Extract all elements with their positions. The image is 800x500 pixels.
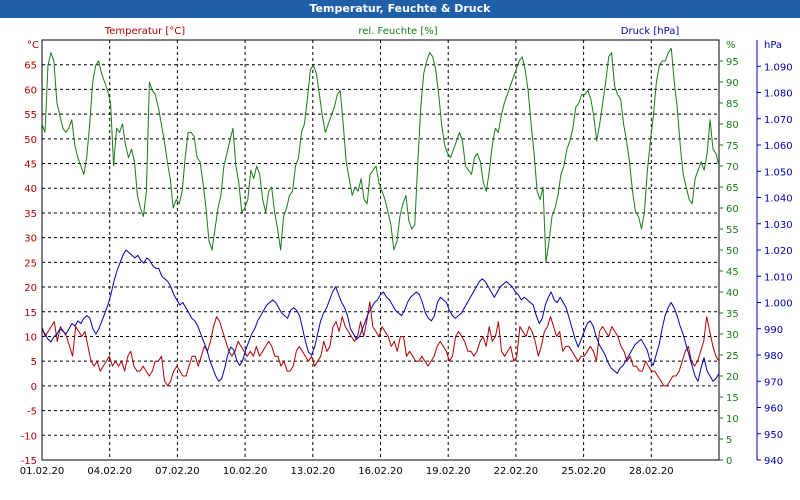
pressure-axis-title: Druck [hPa] bbox=[621, 26, 680, 37]
humidity-tick-label: 35 bbox=[726, 309, 739, 320]
pressure-tick-label: 960 bbox=[764, 404, 783, 415]
temperature-tick-label: 60 bbox=[24, 85, 37, 96]
pressure-tick-label: 1.070 bbox=[764, 115, 793, 126]
window-title: Temperatur, Feuchte & Druck bbox=[0, 0, 800, 18]
pressure-tick-label: 1.000 bbox=[764, 299, 793, 310]
temperature-tick-label: 50 bbox=[24, 135, 37, 146]
humidity-tick-label: 20 bbox=[726, 372, 739, 383]
x-tick-label: 10.02.20 bbox=[223, 466, 268, 477]
pressure-tick-label: 1.080 bbox=[764, 89, 793, 100]
x-tick-label: 01.02.20 bbox=[20, 466, 65, 477]
temperature-tick-label: 30 bbox=[24, 234, 37, 245]
pressure-tick-label: 1.050 bbox=[764, 167, 793, 178]
pressure-tick-label: 1.010 bbox=[764, 272, 793, 283]
pressure-tick-label: 970 bbox=[764, 377, 783, 388]
humidity-tick-label: 80 bbox=[726, 120, 739, 131]
temperature-tick-label: 5 bbox=[31, 357, 37, 368]
x-tick-label: 13.02.20 bbox=[291, 466, 336, 477]
humidity-tick-label: 95 bbox=[726, 57, 739, 68]
humidity-tick-label: 5 bbox=[726, 435, 732, 446]
temperature-tick-label: 25 bbox=[24, 258, 37, 269]
pressure-tick-label: 950 bbox=[764, 430, 783, 441]
temperature-tick-label: 35 bbox=[24, 209, 37, 220]
humidity-tick-label: 50 bbox=[726, 246, 739, 257]
humidity-tick-label: 45 bbox=[726, 267, 739, 278]
temperature-unit-label: °C bbox=[27, 40, 39, 51]
x-tick-label: 16.02.20 bbox=[358, 466, 403, 477]
temperature-tick-label: 40 bbox=[24, 184, 37, 195]
humidity-tick-label: 0 bbox=[726, 456, 732, 467]
pressure-tick-label: 1.060 bbox=[764, 141, 793, 152]
humidity-tick-label: 90 bbox=[726, 78, 739, 89]
humidity-tick-label: 30 bbox=[726, 330, 739, 341]
x-tick-label: 04.02.20 bbox=[87, 466, 132, 477]
humidity-axis-title: rel. Feuchte [%] bbox=[358, 26, 437, 37]
series-line-pressure bbox=[41, 249, 720, 382]
pressure-tick-label: 1.030 bbox=[764, 220, 793, 231]
temperature-tick-label: -10 bbox=[21, 431, 37, 442]
pressure-unit-label: hPa bbox=[764, 40, 782, 51]
series-line-humidity bbox=[41, 47, 720, 264]
temperature-tick-label: -15 bbox=[21, 456, 37, 467]
pressure-tick-label: 990 bbox=[764, 325, 783, 336]
temperature-tick-label: -5 bbox=[27, 407, 37, 418]
x-tick-label: 19.02.20 bbox=[426, 466, 471, 477]
humidity-unit-label: % bbox=[726, 40, 736, 51]
humidity-tick-label: 55 bbox=[726, 225, 739, 236]
pressure-tick-label: 940 bbox=[764, 456, 783, 467]
x-tick-label: 25.02.20 bbox=[561, 466, 606, 477]
pressure-tick-label: 1.090 bbox=[764, 62, 793, 73]
pressure-tick-label: 980 bbox=[764, 351, 783, 362]
humidity-tick-label: 25 bbox=[726, 351, 739, 362]
humidity-tick-label: 70 bbox=[726, 162, 739, 173]
humidity-tick-label: 10 bbox=[726, 414, 739, 425]
temperature-tick-label: 65 bbox=[24, 61, 37, 72]
temperature-tick-label: 0 bbox=[31, 382, 37, 393]
humidity-tick-label: 40 bbox=[726, 288, 739, 299]
x-tick-label: 07.02.20 bbox=[155, 466, 200, 477]
humidity-tick-label: 15 bbox=[726, 393, 739, 404]
temperature-tick-label: 10 bbox=[24, 332, 37, 343]
series-line-temperature bbox=[41, 301, 720, 387]
pressure-tick-label: 1.020 bbox=[764, 246, 793, 257]
humidity-tick-label: 65 bbox=[726, 183, 739, 194]
humidity-tick-label: 75 bbox=[726, 141, 739, 152]
pressure-tick-label: 1.040 bbox=[764, 194, 793, 205]
temperature-tick-label: 20 bbox=[24, 283, 37, 294]
x-tick-label: 28.02.20 bbox=[629, 466, 674, 477]
temperature-tick-label: 15 bbox=[24, 308, 37, 319]
chart-plot-svg: -15-10-50510152025303540455055606501.02.… bbox=[20, 26, 793, 477]
x-tick-label: 22.02.20 bbox=[494, 466, 539, 477]
humidity-tick-label: 85 bbox=[726, 99, 739, 110]
temperature-tick-label: 45 bbox=[24, 160, 37, 171]
humidity-tick-label: 60 bbox=[726, 204, 739, 215]
temperature-axis-title: Temperatur [°C] bbox=[104, 26, 185, 37]
temperature-tick-label: 55 bbox=[24, 110, 37, 121]
